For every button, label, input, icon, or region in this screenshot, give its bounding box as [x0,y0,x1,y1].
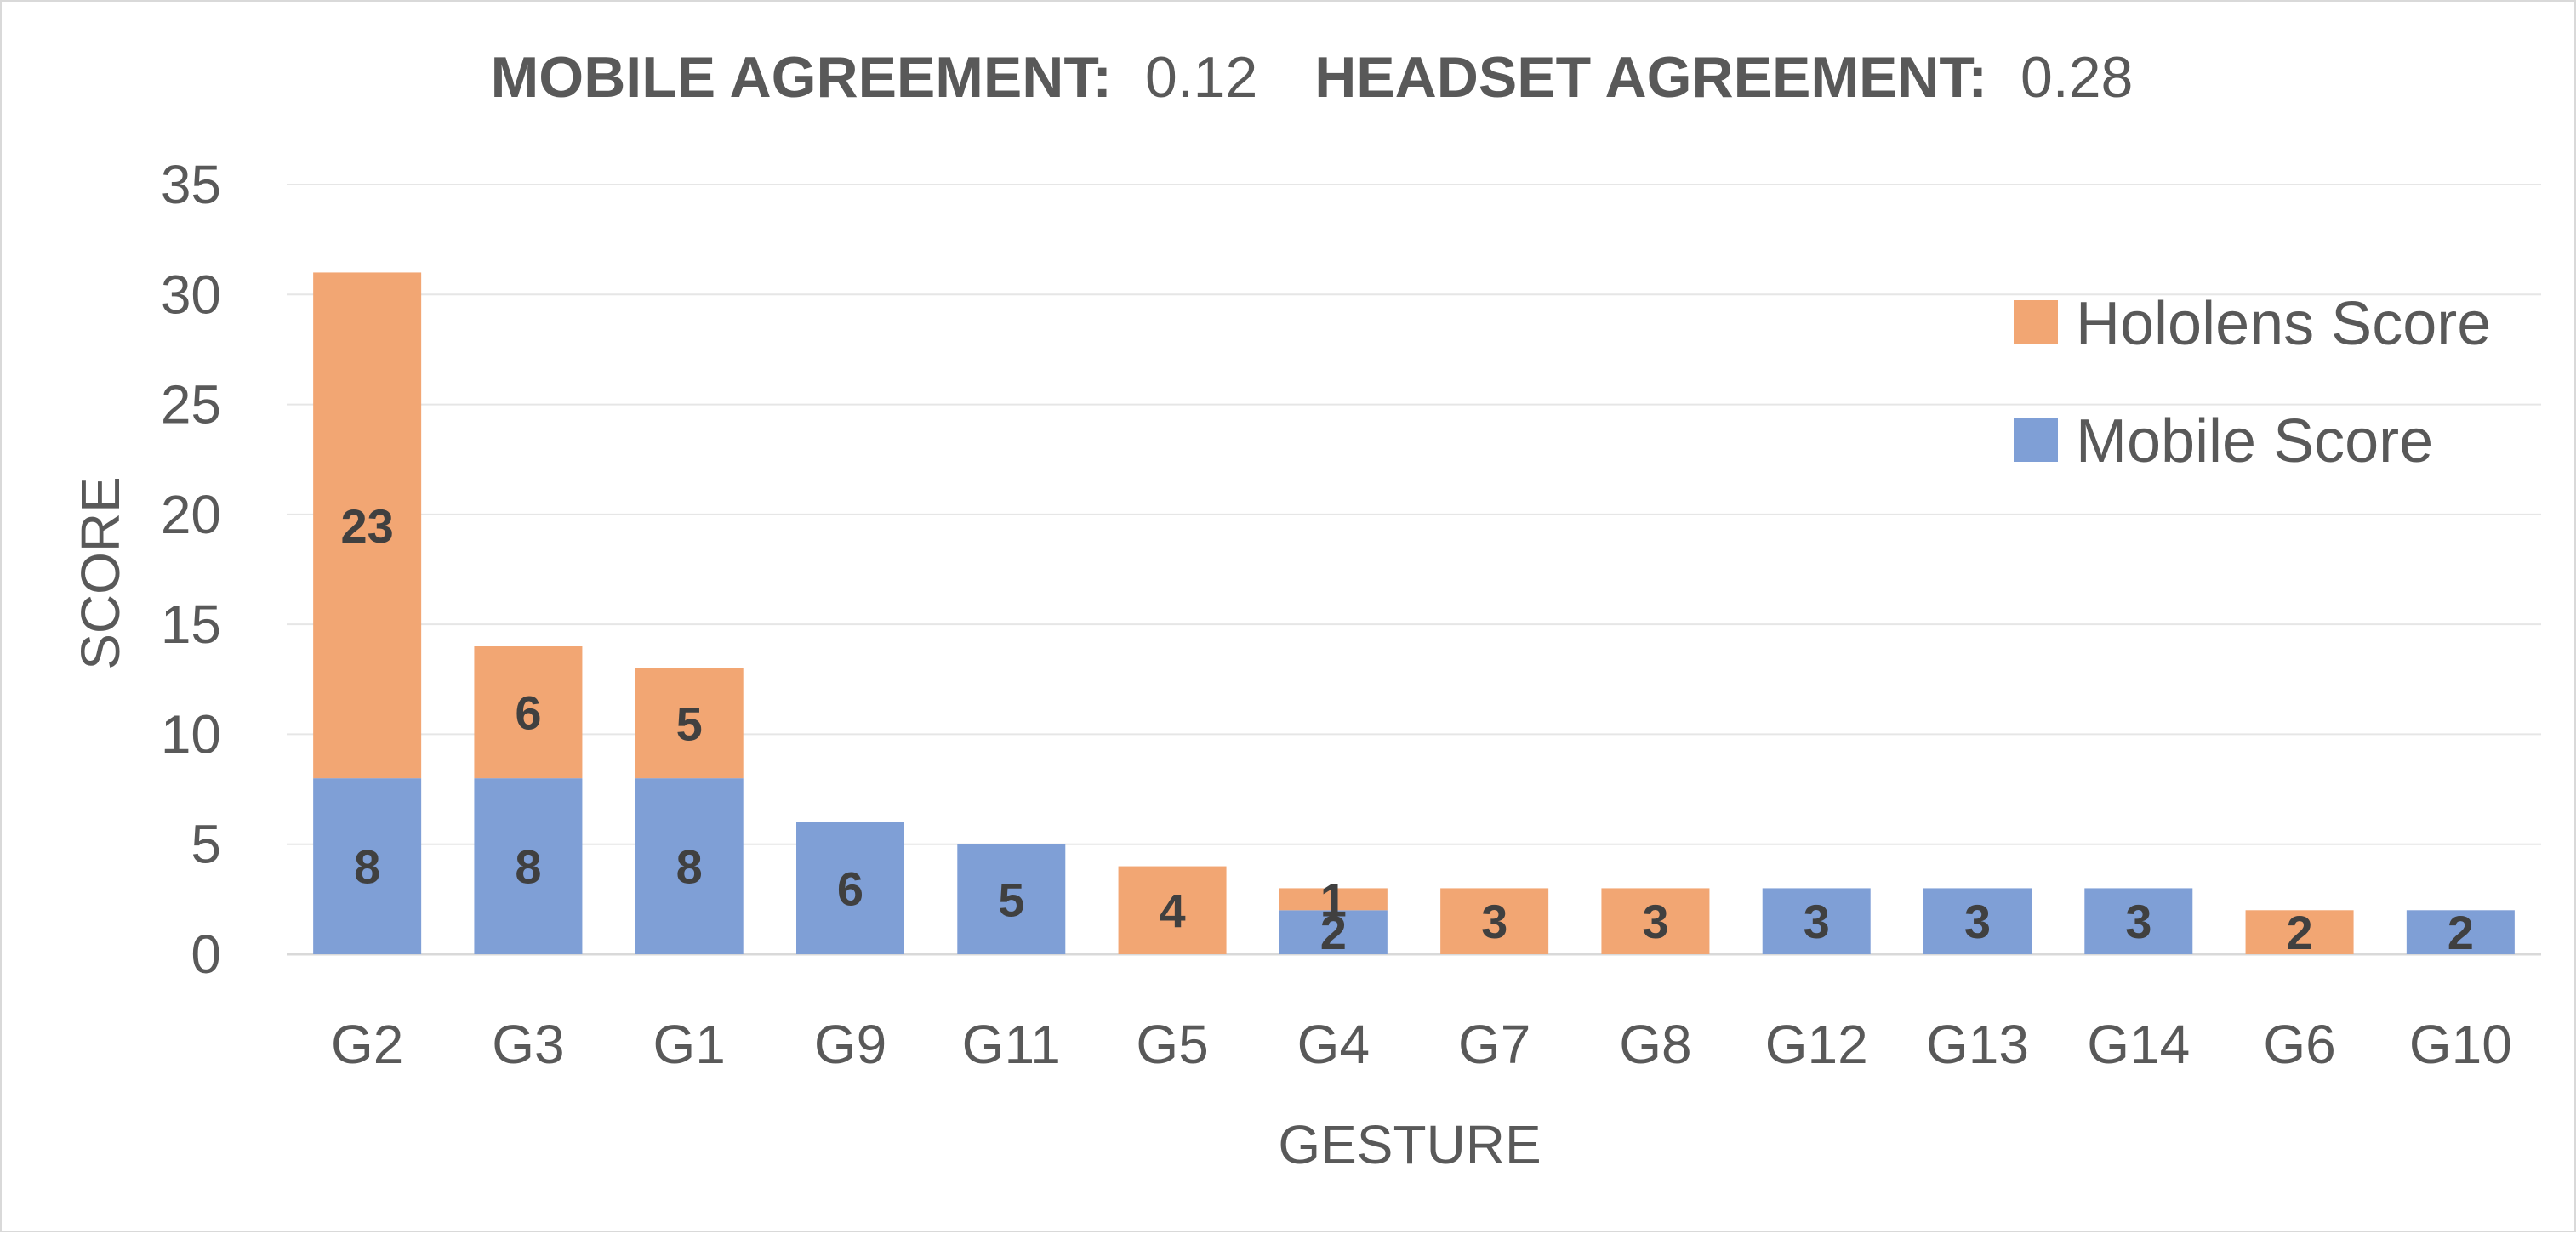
data-label-hololens-g7: 3 [1481,895,1507,948]
x-tick-label: G8 [1619,1014,1691,1075]
bar-hololens-score-g2 [313,272,422,779]
x-tick-label: G1 [653,1014,726,1075]
bars [313,272,2515,954]
title-headset-value: 0.28 [2020,45,2133,110]
x-tick-label: G12 [1765,1014,1868,1075]
x-tick-label: G4 [1297,1014,1370,1075]
data-label-mobile-g14: 3 [2125,895,2151,948]
y-tick-label: 35 [161,154,221,215]
bar-hololens-score-g8 [1601,888,1710,954]
x-tick-label: G2 [331,1014,403,1075]
bar-mobile-score-g4 [1279,910,1388,954]
data-label-mobile-g11: 5 [998,873,1024,926]
data-label-hololens-g5: 4 [1159,884,1185,937]
data-label-hololens-g4: 1 [1320,873,1347,926]
legend: Hololens Score Mobile Score [2014,290,2491,475]
data-label-mobile-g9: 6 [837,862,863,915]
legend-swatch [2014,418,2058,462]
bar-hololens-score-g5 [1118,866,1227,954]
data-label-hololens-g1: 5 [676,697,703,751]
legend-label: Hololens Score [2076,290,2491,358]
y-axis-title: SCORE [70,476,131,670]
bar-mobile-score-g9 [796,822,904,954]
y-tick-label: 15 [161,594,221,655]
title-headset-label: HEADSET AGREEMENT: [1314,45,1987,110]
data-label-mobile-g10: 2 [2448,906,2474,959]
bar-hololens-score-g7 [1440,888,1549,954]
y-tick-label: 20 [161,484,221,545]
x-tick-label: G7 [1458,1014,1530,1075]
bar-hololens-score-g3 [474,646,583,779]
bar-hololens-score-g6 [2245,910,2354,954]
bar-hololens-score-g1 [635,668,744,779]
data-label-hololens-g3: 6 [515,686,541,740]
x-axis-ticks: G2 G3 G1 G9 G11 G5 G4 G7 G8 G12 G13 G14 G6 G10 [331,1014,2512,1075]
bar-mobile-score-g12 [1762,888,1871,954]
bar-hololens-score-g4 [1279,888,1388,911]
x-tick-label: G10 [2409,1014,2512,1075]
data-label-hololens-g2: 23 [340,499,393,553]
x-tick-label: G13 [1926,1014,2029,1075]
data-label-hololens-g8: 3 [1642,895,1668,948]
x-tick-label: G6 [2263,1014,2335,1075]
y-tick-label: 30 [161,264,221,325]
y-tick-label: 5 [191,814,221,875]
bar-mobile-score-g14 [2084,888,2193,954]
y-tick-label: 25 [161,374,221,435]
x-tick-label: G9 [814,1014,886,1075]
bar-mobile-score-g2 [313,778,422,954]
data-label-mobile-g1: 8 [676,840,703,894]
bar-mobile-score-g1 [635,778,744,954]
data-label-mobile-g2: 8 [354,840,380,894]
data-label-hololens-g6: 2 [2286,906,2312,959]
y-tick-label: 0 [191,924,221,985]
data-label-mobile-g4: 2 [1320,906,1347,959]
data-label-mobile-g12: 3 [1804,895,1830,948]
bar-mobile-score-g13 [1923,888,2032,954]
title-mobile-value: 0.12 [1145,45,1257,110]
bar-mobile-score-g3 [474,778,583,954]
title-mobile-label: MOBILE AGREEMENT: [491,45,1112,110]
x-tick-label: G14 [2087,1014,2190,1075]
y-axis-ticks: 0 5 10 15 20 25 30 35 [161,154,221,985]
y-tick-label: 10 [161,703,221,765]
x-axis-title: GESTURE [1278,1114,1541,1175]
x-tick-label: G3 [492,1014,564,1075]
x-tick-label: G5 [1136,1014,1208,1075]
legend-label: Mobile Score [2076,407,2433,475]
bar-mobile-score-g11 [957,844,1066,954]
chart-title: MOBILE AGREEMENT: 0.12 HEADSET AGREEMENT… [491,45,2134,110]
legend-swatch [2014,300,2058,344]
data-label-mobile-g3: 8 [515,840,541,894]
x-tick-label: G11 [962,1014,1061,1075]
bar-mobile-score-g10 [2406,910,2515,954]
data-label-mobile-g13: 3 [1964,895,1991,948]
